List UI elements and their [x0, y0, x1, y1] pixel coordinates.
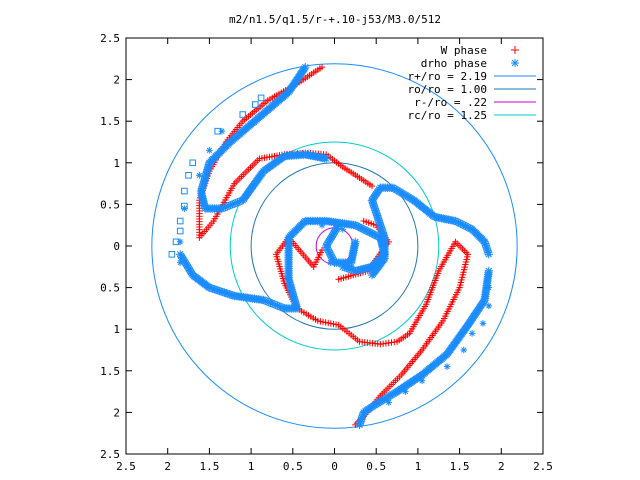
- x-tick-label: 2.5: [533, 460, 553, 473]
- y-tick-label: 0.5: [100, 198, 120, 211]
- radius-circle: [229, 141, 440, 351]
- legend-label: ro/ro = 1.00: [408, 83, 487, 96]
- y-tick-label: 1.5: [100, 115, 120, 128]
- square-point: [181, 187, 188, 195]
- drho-phase-point: [485, 302, 493, 310]
- y-tick-label: 1: [113, 323, 120, 336]
- legend-marker: [511, 46, 519, 54]
- legend-label: rc/ro = 1.25: [408, 109, 487, 122]
- w-phase-point: [360, 217, 367, 225]
- drho-phase-point: [443, 363, 451, 370]
- legend-label: drho phase: [421, 57, 487, 70]
- legend-marker: [511, 59, 519, 67]
- square-point: [176, 227, 184, 235]
- x-tick-label: 1: [248, 460, 255, 473]
- axis-ticks: 2.5 2 1.5 1 0.5 0 0.5 1 1.5 2 2.52.521.510.500.511…: [100, 32, 553, 473]
- x-tick-label: 0: [331, 460, 338, 473]
- radius-circle: [151, 63, 518, 429]
- drho-phase-point: [367, 270, 377, 280]
- y-tick-label: 0: [113, 240, 120, 253]
- drho-phase-point: [484, 250, 493, 259]
- data-points: [168, 62, 493, 430]
- drho-phase-point: [176, 259, 184, 266]
- drho-phase-point: [327, 259, 334, 266]
- drho-phase-point: [321, 154, 331, 163]
- chart-title: m2/n1.5/q1.5/r-+.10-j53/M3.0/512: [229, 13, 441, 26]
- legend-label: r-/ro = .22: [414, 96, 487, 109]
- square-point: [189, 159, 197, 167]
- drho-phase-point: [206, 147, 213, 154]
- y-tick-label: 2.5: [100, 32, 120, 45]
- legend-label: W phase: [441, 44, 487, 57]
- x-tick-label: 2.5: [116, 460, 136, 473]
- y-tick-label: 2: [113, 74, 120, 87]
- y-tick-label: 1: [113, 157, 120, 170]
- x-tick-label: 2: [164, 460, 171, 473]
- square-point: [168, 251, 176, 258]
- legend-label: r+/ro = 2.19: [408, 70, 487, 83]
- y-tick-label: 1.5: [100, 365, 120, 378]
- y-tick-label: 2: [113, 406, 120, 419]
- drho-phase-point: [460, 346, 468, 354]
- drho-phase-point: [351, 237, 360, 247]
- w-phase-point: [368, 182, 376, 190]
- drho-phase-point: [479, 320, 487, 327]
- drho-phase-point: [355, 420, 364, 430]
- x-tick-label: 0.5: [283, 460, 303, 473]
- x-tick-label: 1: [415, 460, 422, 473]
- square-point: [257, 94, 265, 102]
- drho-phase-point: [196, 171, 203, 179]
- x-tick-label: 2: [498, 460, 505, 473]
- drho-phase-point: [385, 399, 393, 406]
- square-point: [185, 171, 192, 179]
- y-tick-label: 0.5: [100, 282, 120, 295]
- x-tick-label: 0.5: [366, 460, 386, 473]
- y-tick-label: 2.5: [100, 448, 120, 461]
- x-tick-label: 1.5: [199, 460, 219, 473]
- square-point: [176, 217, 184, 225]
- x-tick-label: 1.5: [450, 460, 470, 473]
- drho-phase-point: [468, 330, 476, 337]
